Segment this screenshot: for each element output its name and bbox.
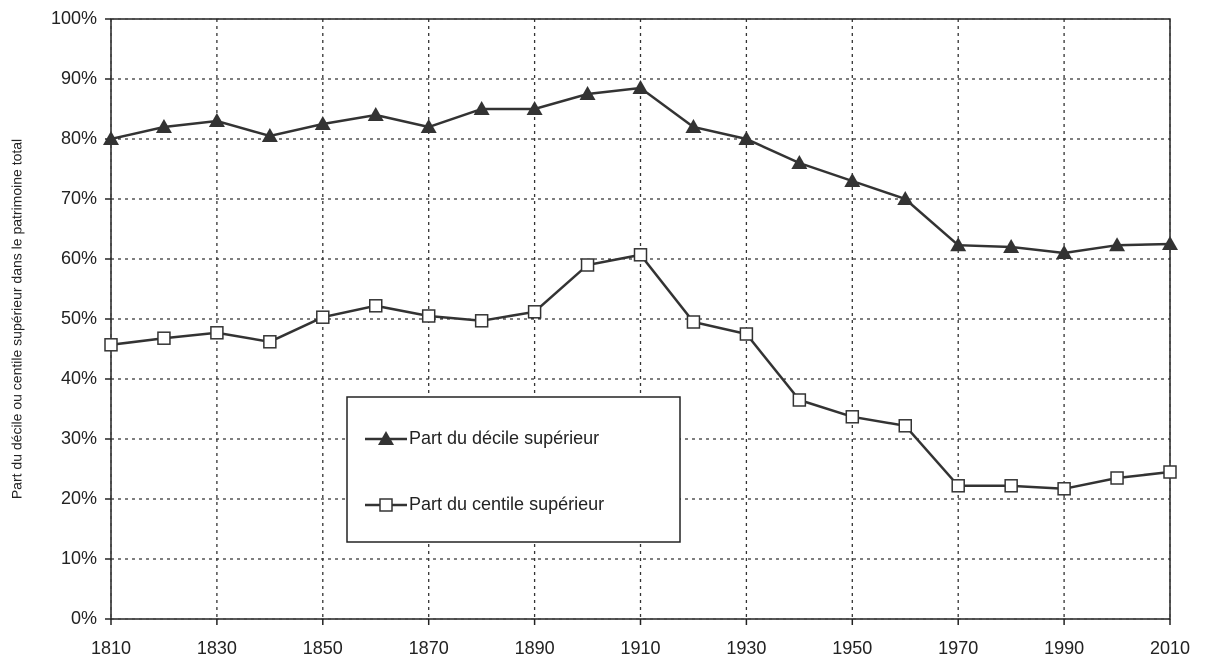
y-tick-label: 20%: [61, 488, 97, 508]
marker: [845, 410, 860, 424]
x-tick-label: 1850: [303, 638, 343, 658]
y-tick-label: 0%: [71, 608, 97, 628]
marker: [155, 119, 172, 133]
marker: [1004, 479, 1018, 493]
marker: [1163, 465, 1177, 479]
marker: [103, 131, 119, 145]
y-tick-label: 100%: [51, 8, 97, 28]
marker: [897, 191, 914, 205]
marker: [473, 101, 490, 115]
legend-label: Part du centile supérieur: [409, 494, 604, 514]
marker: [157, 331, 171, 345]
y-tick-label: 60%: [61, 248, 97, 268]
y-axis-label: Part du décile ou centile supérieur dans…: [9, 139, 25, 499]
y-tick-label: 90%: [61, 68, 97, 88]
marker: [208, 113, 225, 127]
marker: [526, 101, 543, 115]
marker: [632, 80, 649, 94]
marker: [1057, 482, 1071, 496]
marker: [792, 393, 807, 407]
y-tick-label: 80%: [61, 128, 97, 148]
y-tick-label: 50%: [61, 308, 97, 328]
y-tick-label: 30%: [61, 428, 97, 448]
y-tick-label: 70%: [61, 188, 97, 208]
x-tick-label: 1970: [938, 638, 978, 658]
marker: [1003, 239, 1020, 253]
marker: [1056, 245, 1073, 259]
plot-frame: [110, 18, 1171, 620]
marker: [210, 326, 224, 340]
x-tick-label: 1870: [409, 638, 449, 658]
x-tick-label: 1810: [91, 638, 131, 658]
marker: [474, 314, 489, 328]
marker: [369, 299, 383, 313]
marker: [316, 310, 330, 324]
x-tick-label: 2010: [1150, 638, 1190, 658]
x-tick-label: 1890: [515, 638, 555, 658]
marker: [1162, 236, 1178, 250]
marker: [898, 419, 912, 433]
marker: [579, 86, 596, 100]
y-tick-label: 10%: [61, 548, 97, 568]
marker: [104, 338, 118, 352]
marker: [685, 119, 702, 133]
y-tick-label: 40%: [61, 368, 97, 388]
marker: [951, 479, 965, 493]
marker: [844, 173, 861, 187]
marker: [420, 119, 437, 133]
marker: [633, 248, 648, 262]
x-tick-label: 1930: [726, 638, 766, 658]
marker: [263, 335, 277, 349]
legend-frame: [346, 396, 681, 543]
marker: [738, 131, 755, 145]
x-tick-label: 1990: [1044, 638, 1084, 658]
marker: [379, 498, 393, 512]
marker: [527, 305, 542, 319]
marker: [686, 315, 701, 329]
x-tick-label: 1950: [832, 638, 872, 658]
marker: [314, 116, 331, 130]
marker: [378, 431, 394, 445]
marker: [791, 155, 808, 169]
marker: [261, 128, 278, 142]
legend-label: Part du décile supérieur: [409, 428, 599, 448]
x-tick-label: 1910: [620, 638, 660, 658]
marker: [421, 309, 436, 323]
marker: [739, 327, 754, 341]
marker: [950, 237, 967, 252]
marker: [1109, 237, 1126, 252]
legend: Part du décile supérieur Part du centile …: [346, 396, 681, 543]
marker: [1110, 471, 1124, 485]
marker: [580, 258, 595, 272]
x-tick-label: 1830: [197, 638, 237, 658]
marker: [367, 107, 384, 121]
